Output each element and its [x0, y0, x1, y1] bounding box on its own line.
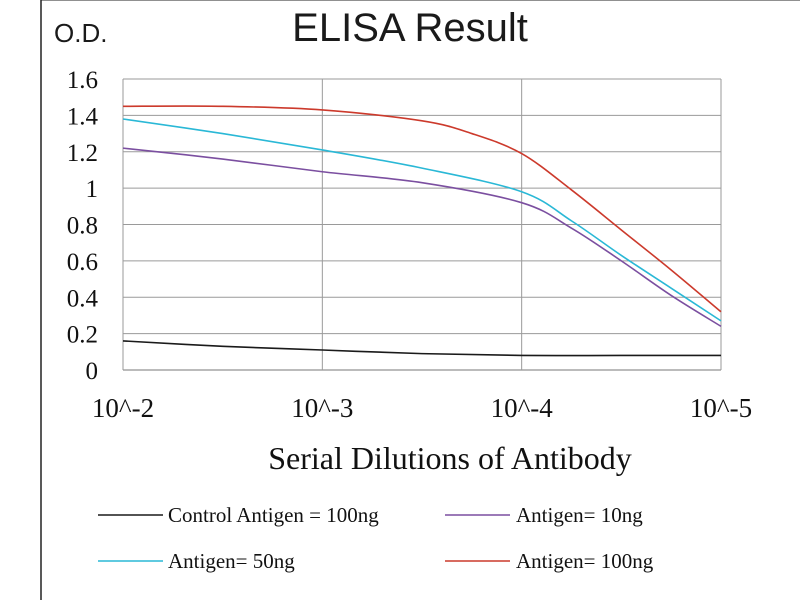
legend-label-0: Control Antigen = 100ng	[168, 503, 379, 527]
x-tick-label: 10^-4	[491, 393, 554, 423]
chart-title: ELISA Result	[292, 6, 528, 50]
x-tick-labels: 10^-2 10^-3 10^-4 10^-5	[92, 393, 752, 423]
series-line-0	[122, 340, 721, 357]
y-tick-label: 0.2	[67, 322, 98, 349]
legend-label-3: Antigen= 100ng	[516, 549, 654, 573]
y-tick-label: 0.4	[67, 285, 99, 312]
x-axis-label: Serial Dilutions of Antibody	[268, 440, 632, 476]
y-tick-labels: 0 0.2 0.4 0.6 0.8 1 1.2 1.4 1.6	[67, 67, 99, 385]
x-tick-label: 10^-2	[92, 393, 154, 423]
series-line-3	[122, 105, 722, 313]
y-tick-label: 1	[86, 176, 99, 203]
y-tick-label: 1.2	[67, 140, 98, 167]
series-lines	[122, 105, 722, 357]
y-tick-label: 0	[86, 358, 99, 385]
series-line-1	[122, 147, 722, 328]
y-axis-label: O.D.	[54, 18, 108, 48]
y-tick-label: 0.8	[67, 213, 98, 240]
x-tick-label: 10^-5	[690, 393, 752, 423]
y-tick-label: 1.6	[67, 67, 98, 94]
x-tick-label: 10^-3	[291, 393, 353, 423]
y-tick-label: 1.4	[67, 103, 99, 130]
legend-label-2: Antigen= 50ng	[168, 549, 295, 573]
legend-label-1: Antigen= 10ng	[516, 503, 643, 527]
series-line-2	[122, 118, 722, 322]
grid	[122, 78, 722, 371]
y-tick-label: 0.6	[67, 249, 98, 276]
legend: Control Antigen = 100ng Antigen= 10ng Anti…	[98, 503, 654, 573]
